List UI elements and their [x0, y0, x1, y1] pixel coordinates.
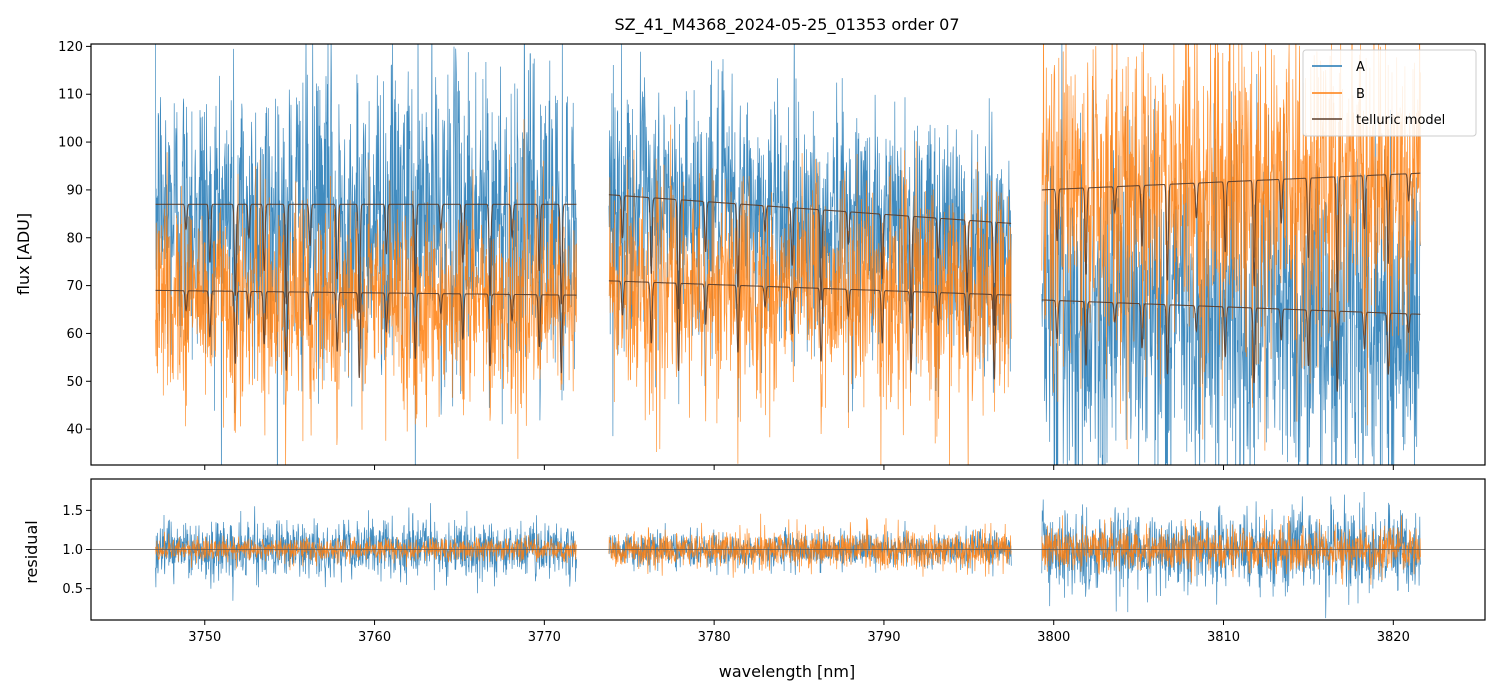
chart-title: SZ_41_M4368_2024-05-25_01353 order 07 — [614, 15, 959, 35]
top-y-tick-label-110: 110 — [58, 88, 83, 103]
legend-label-a: A — [1356, 60, 1365, 75]
telluric-model-a-segment-3 — [1041, 299, 1421, 392]
legend-box — [1302, 49, 1477, 137]
telluric-model-a-segment-1 — [155, 203, 577, 313]
series-a-segment-2 — [608, 44, 1012, 437]
bottom-panel-data — [91, 491, 1485, 619]
top-y-tick-label-120: 120 — [58, 40, 83, 55]
series-b-segment-2 — [608, 124, 1012, 465]
bottom-y-tick-label-0: 0.5 — [62, 582, 83, 597]
series-b-segment-3 — [1041, 44, 1421, 451]
series-b-segment-1 — [155, 119, 577, 465]
bottom-x-tick-label-3800: 3800 — [1037, 630, 1070, 645]
x-axis-label: wavelength [nm] — [719, 662, 856, 681]
bottom-x-tick-label-3780: 3780 — [698, 630, 731, 645]
top-panel-data — [155, 44, 1421, 465]
bottom-y-tick-label-1: 1.0 — [62, 543, 83, 558]
bottom-x-tick-label-3760: 3760 — [358, 630, 391, 645]
bottom-axes: 0.5 1.0 1.5 3750 3760 3770 3780 3790 3800 3810 382… — [62, 504, 1410, 645]
top-axes: 40 50 60 70 80 90 100 110 120 — [58, 40, 1394, 470]
bottom-x-tick-label-3810: 3810 — [1207, 630, 1240, 645]
telluric-model-b-segment-1 — [155, 289, 577, 378]
legend-label-b: B — [1356, 87, 1365, 102]
residual-b-segment-2 — [608, 513, 1012, 578]
top-y-tick-label-70: 70 — [66, 279, 83, 294]
bottom-x-tick-label-3790: 3790 — [867, 630, 900, 645]
top-panel-frame — [90, 43, 1486, 466]
top-y-tick-label-80: 80 — [66, 231, 83, 246]
bottom-y-tick-label-2: 1.5 — [62, 504, 83, 519]
bottom-x-tick-label-3820: 3820 — [1377, 630, 1410, 645]
telluric-model-b-segment-3 — [1041, 172, 1421, 293]
residual-b-segment-1 — [155, 531, 577, 571]
residual-b-segment-3 — [1041, 514, 1421, 585]
bottom-x-tick-label-3770: 3770 — [528, 630, 561, 645]
top-y-tick-label-40: 40 — [66, 423, 83, 438]
top-y-tick-label-50: 50 — [66, 375, 83, 390]
telluric-model-b-segment-2 — [608, 280, 1012, 380]
top-y-tick-label-90: 90 — [66, 183, 83, 198]
top-y-tick-label-60: 60 — [66, 327, 83, 342]
bottom-y-axis-label: residual — [22, 520, 41, 583]
top-y-tick-label-100: 100 — [58, 136, 83, 151]
legend-label-telluric: telluric model — [1356, 113, 1445, 128]
telluric-model-a-segment-2 — [608, 194, 1012, 326]
bottom-x-tick-label-3750: 3750 — [188, 630, 221, 645]
top-y-axis-label: flux [ADU] — [14, 213, 33, 295]
legend: A B telluric model — [1302, 49, 1477, 137]
residual-a-segment-1 — [155, 503, 577, 601]
series-a-segment-1 — [155, 44, 577, 465]
